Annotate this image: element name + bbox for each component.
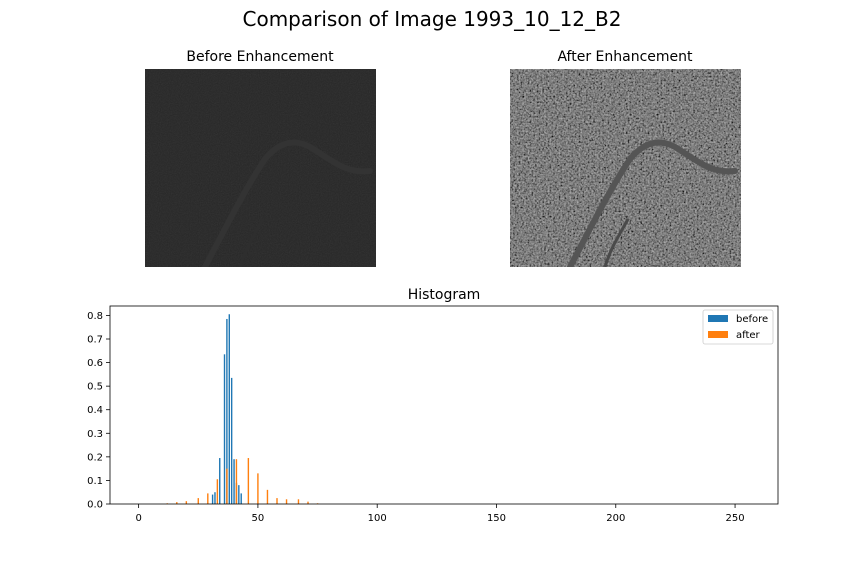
bar-before-32 <box>214 492 216 504</box>
before-panel-title: Before Enhancement <box>186 49 334 65</box>
x-tick-label: 100 <box>368 513 387 524</box>
bar-after-16 <box>176 502 178 504</box>
x-tick-label: 150 <box>487 513 506 524</box>
bar-before-34 <box>219 458 221 504</box>
bar-before-38 <box>228 314 230 504</box>
legend-label-after: after <box>736 330 761 341</box>
bar-after-37 <box>226 468 228 504</box>
bar-after-58 <box>276 498 278 504</box>
bar-after-54 <box>266 489 269 504</box>
bar-before-36 <box>223 354 226 504</box>
legend-swatch-after <box>708 331 728 338</box>
x-tick-label: 200 <box>606 513 625 524</box>
y-tick-label: 0.0 <box>87 500 103 511</box>
x-tick-label: 50 <box>252 513 265 524</box>
bar-before-43 <box>240 493 242 504</box>
bar-before-31 <box>211 494 214 504</box>
bar-before-40 <box>233 459 235 504</box>
y-tick-label: 0.2 <box>87 452 103 463</box>
bar-before-37 <box>226 318 228 504</box>
x-tick-label: 250 <box>726 513 745 524</box>
after-image <box>510 69 741 267</box>
x-ticks: 0 50 100 150 200 250 <box>135 504 745 524</box>
bar-after-67 <box>297 499 300 504</box>
y-tick-label: 0.1 <box>87 476 103 487</box>
after-bars <box>166 458 319 504</box>
bar-after-29 <box>207 493 209 504</box>
bar-after-25 <box>197 498 199 504</box>
figure-title: Comparison of Image 1993_10_12_B2 <box>242 7 622 31</box>
bar-before-39 <box>230 377 233 504</box>
legend-label-before: before <box>736 314 768 325</box>
legend-swatch-before <box>708 315 728 322</box>
axes-frame <box>109 305 779 505</box>
y-tick-label: 0.4 <box>87 405 103 416</box>
bar-before-42 <box>238 485 240 504</box>
x-tick-label: 0 <box>135 513 141 524</box>
y-tick-label: 0.6 <box>87 358 103 369</box>
bar-after-33 <box>216 479 219 504</box>
before-image <box>145 69 376 267</box>
bar-after-71 <box>307 501 309 504</box>
after-panel-title: After Enhancement <box>557 49 693 65</box>
y-tick-label: 0.5 <box>87 382 103 393</box>
y-tick-label: 0.8 <box>87 311 103 322</box>
legend: before after <box>702 309 774 345</box>
bar-after-46 <box>247 458 250 504</box>
bar-after-50 <box>257 473 259 504</box>
bar-after-20 <box>185 501 188 504</box>
y-tick-label: 0.7 <box>87 335 103 346</box>
bar-after-41 <box>235 459 238 504</box>
histogram-title: Histogram <box>407 287 481 303</box>
bar-after-62 <box>285 499 288 504</box>
y-ticks: 0.0 0.1 0.2 0.3 0.4 0.5 0.6 0.7 0.8 <box>87 311 110 511</box>
y-tick-label: 0.3 <box>87 429 103 440</box>
